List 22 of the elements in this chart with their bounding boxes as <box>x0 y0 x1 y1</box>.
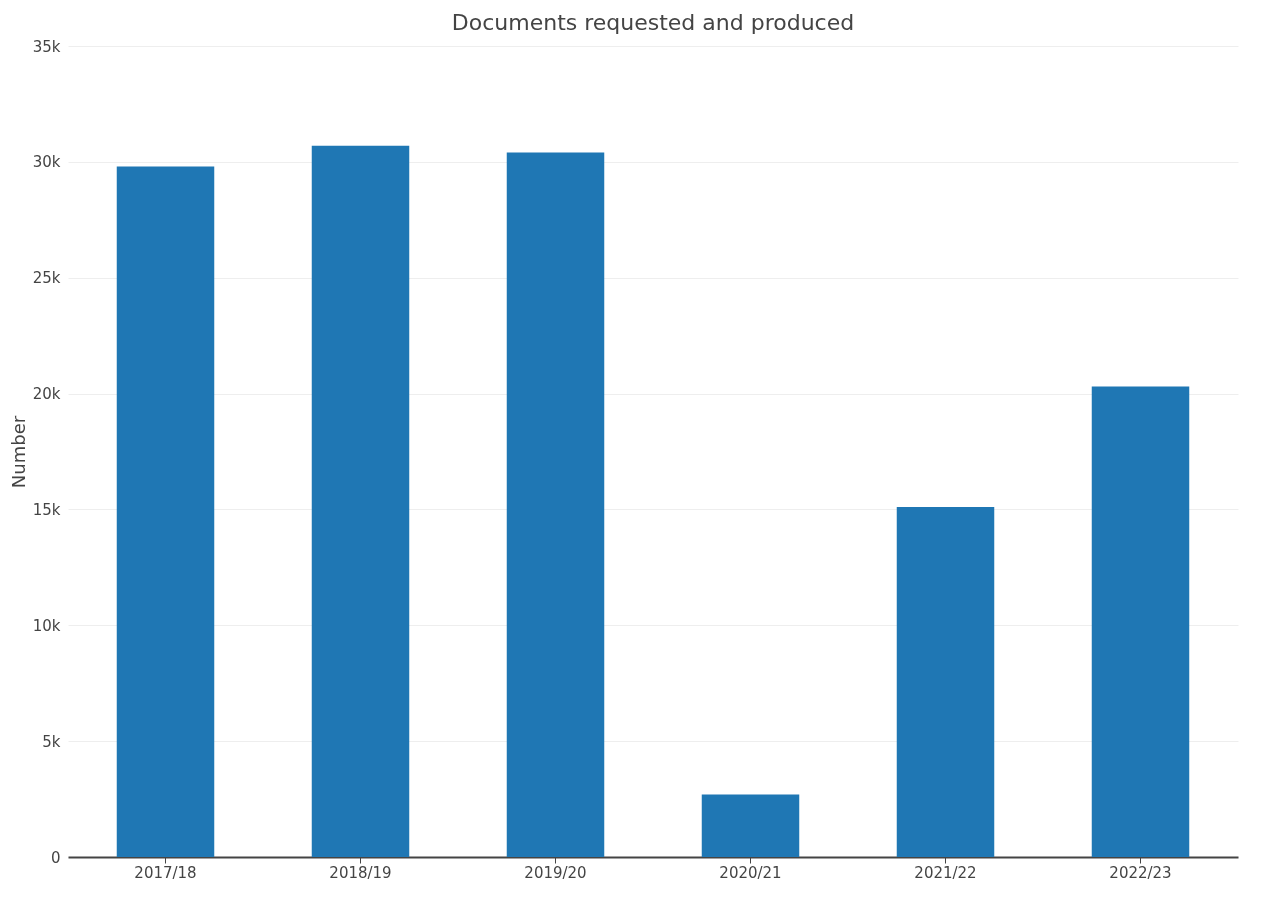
x-tick-label: 2022/23 <box>1109 863 1172 882</box>
y-tick-label: 5k <box>42 732 61 751</box>
y-tick-label: 10k <box>32 616 61 635</box>
y-tick-label: 20k <box>32 385 61 404</box>
x-tick-label: 2018/19 <box>329 863 392 882</box>
bar <box>896 507 995 857</box>
bar <box>311 145 410 857</box>
y-tick-label: 15k <box>32 500 61 519</box>
y-axis-title: Number <box>7 415 29 489</box>
x-tick-label: 2019/20 <box>524 863 587 882</box>
bar <box>116 166 215 857</box>
bar <box>701 794 800 857</box>
x-tick-label: 2017/18 <box>134 863 197 882</box>
y-tick-label: 0 <box>50 848 61 867</box>
x-tick-label: 2020/21 <box>719 863 782 882</box>
chart-title: Documents requested and produced <box>451 10 855 35</box>
bar <box>506 152 605 857</box>
y-tick-label: 30k <box>32 153 61 172</box>
y-tick-label: 35k <box>32 37 61 56</box>
bar <box>1091 386 1190 857</box>
y-tick-label: 25k <box>32 269 61 288</box>
x-tick-label: 2021/22 <box>914 863 977 882</box>
